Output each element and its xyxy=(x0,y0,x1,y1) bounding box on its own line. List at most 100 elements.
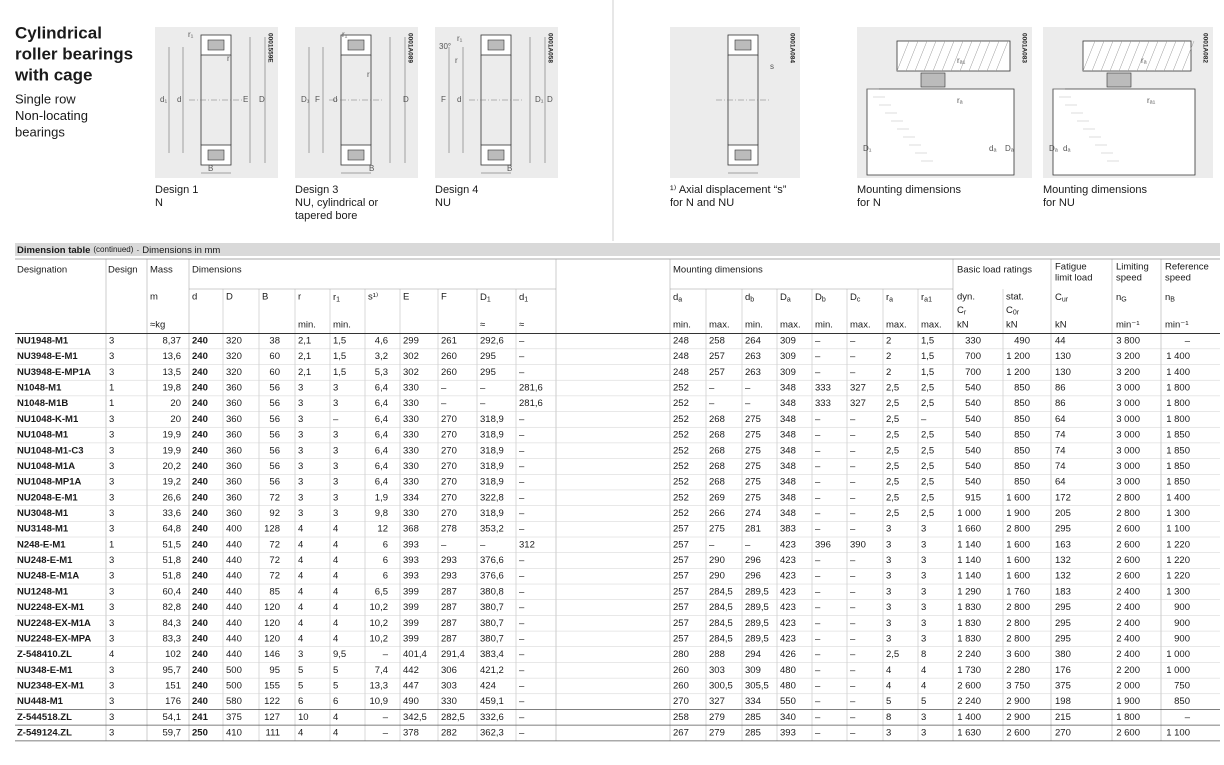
table-cell: 330 xyxy=(403,430,419,441)
table-cell: 248 xyxy=(673,351,689,362)
table-cell: 74 xyxy=(1055,430,1066,441)
figure-label: E xyxy=(243,95,248,104)
column-symbol: Cr xyxy=(957,305,967,317)
table-cell: NU1048-K-M1 xyxy=(17,414,79,425)
table-cell: 1 200 xyxy=(1006,367,1030,378)
table-cell: – xyxy=(850,586,856,597)
table-cell: 257 xyxy=(709,367,725,378)
table-cell: 330 xyxy=(403,477,419,488)
table-cell: 1,5 xyxy=(333,336,346,347)
table-cell: 2 xyxy=(886,367,891,378)
symbol-main: n xyxy=(1165,292,1170,303)
table-cell: – xyxy=(519,618,525,629)
title-line: with cage xyxy=(14,65,92,84)
column-unit: ≈ xyxy=(480,320,485,331)
table-cell: 6,4 xyxy=(375,430,388,441)
table-cell: 263 xyxy=(745,367,761,378)
table-cell: – xyxy=(850,524,856,535)
figure-label: D xyxy=(403,95,409,104)
figure-label: r xyxy=(455,56,458,65)
column-symbol: r1 xyxy=(333,292,340,304)
roller xyxy=(487,149,505,161)
table-cell: – xyxy=(383,712,389,723)
table-cell: 295 xyxy=(1055,602,1071,613)
table-cell: 102 xyxy=(165,649,181,660)
table-cell: 318,9 xyxy=(480,477,504,488)
table-cell: – xyxy=(480,398,486,409)
table-cell: 2,5 xyxy=(886,430,899,441)
table-cell: 1,5 xyxy=(333,351,346,362)
table-cell: 268 xyxy=(709,477,725,488)
table-cell: 3 xyxy=(109,696,114,707)
table-cell: 2,5 xyxy=(886,414,899,425)
table-cell: 3 xyxy=(109,351,114,362)
table-cell: 330 xyxy=(441,696,457,707)
table-cell: 750 xyxy=(1174,680,1190,691)
table-cell: 1 000 xyxy=(1166,665,1190,676)
table-cell: 2 400 xyxy=(1116,633,1140,644)
table-cell: 393 xyxy=(780,728,796,739)
table-cell: 13,3 xyxy=(370,680,389,691)
table-cell: 3 xyxy=(333,477,338,488)
table-cell: 360 xyxy=(226,383,242,394)
table-cell: 348 xyxy=(780,477,796,488)
table-cell: 240 xyxy=(192,680,208,691)
table-cell: 2 800 xyxy=(1006,524,1030,535)
table-cell: 303 xyxy=(441,680,457,691)
table-cell: 3 xyxy=(921,539,926,550)
table-cell: – xyxy=(519,430,525,441)
table-cell: – xyxy=(850,618,856,629)
table-cell: 1 600 xyxy=(1006,571,1030,582)
table-cell: 302 xyxy=(403,351,419,362)
roller xyxy=(347,149,365,161)
table-cell: 2,5 xyxy=(921,445,934,456)
table-cell: 2,1 xyxy=(298,336,311,347)
table-cell: 3 750 xyxy=(1006,680,1030,691)
figure: 0001A082 rₐ rₐ₁ Dₐ dₐ xyxy=(1043,27,1213,178)
table-cell: 12 xyxy=(377,524,388,535)
table-cell: 2 xyxy=(886,351,891,362)
column-head: Reference xyxy=(1165,262,1209,273)
table-cell: 6,4 xyxy=(375,461,388,472)
table-cell: – xyxy=(815,728,821,739)
table-cell: 240 xyxy=(192,383,208,394)
table-cell: 51,8 xyxy=(163,571,182,582)
table-cell: 1 830 xyxy=(957,602,981,613)
hatch xyxy=(1145,40,1159,72)
symbol-subscript: B xyxy=(1170,296,1175,303)
table-cell: 380,7 xyxy=(480,618,504,629)
table-cell: 4 xyxy=(298,571,303,582)
table-cell: – xyxy=(850,492,856,503)
table-cell: 3 xyxy=(109,367,114,378)
table-cell: 540 xyxy=(965,383,981,394)
table-cell: 318,9 xyxy=(480,445,504,456)
table-cell: 3 800 xyxy=(1116,336,1140,347)
table-cell: – xyxy=(519,336,525,347)
figure-label: rₐ xyxy=(957,96,964,105)
table-cell: 1,5 xyxy=(921,367,934,378)
column-unit: min. xyxy=(298,320,316,331)
table-cell: 318,9 xyxy=(480,414,504,425)
table-cell: 13,5 xyxy=(163,367,182,378)
table-cell: 285 xyxy=(745,728,761,739)
hatch xyxy=(923,40,937,72)
symbol-main: C xyxy=(1055,292,1062,303)
title-line: Cylindrical xyxy=(15,23,102,42)
column-symbol: m xyxy=(150,292,158,303)
table-cell: – xyxy=(850,712,856,723)
table-cell: – xyxy=(745,398,751,409)
table-cell: 275 xyxy=(745,492,761,503)
table-cell: 330 xyxy=(403,445,419,456)
table-cell: 380,7 xyxy=(480,633,504,644)
table-cell: 900 xyxy=(1174,618,1190,629)
hatch xyxy=(1109,40,1123,72)
table-cell: 1 850 xyxy=(1166,445,1190,456)
table-cell: 3 xyxy=(109,414,114,425)
table-cell: 8 xyxy=(921,649,926,660)
table-cell: – xyxy=(1185,336,1191,347)
table-cell: 270 xyxy=(673,696,689,707)
table-cell: 56 xyxy=(269,461,280,472)
column-symbol: ra1 xyxy=(921,292,932,304)
table-cell: – xyxy=(519,602,525,613)
table-cell: – xyxy=(921,414,927,425)
